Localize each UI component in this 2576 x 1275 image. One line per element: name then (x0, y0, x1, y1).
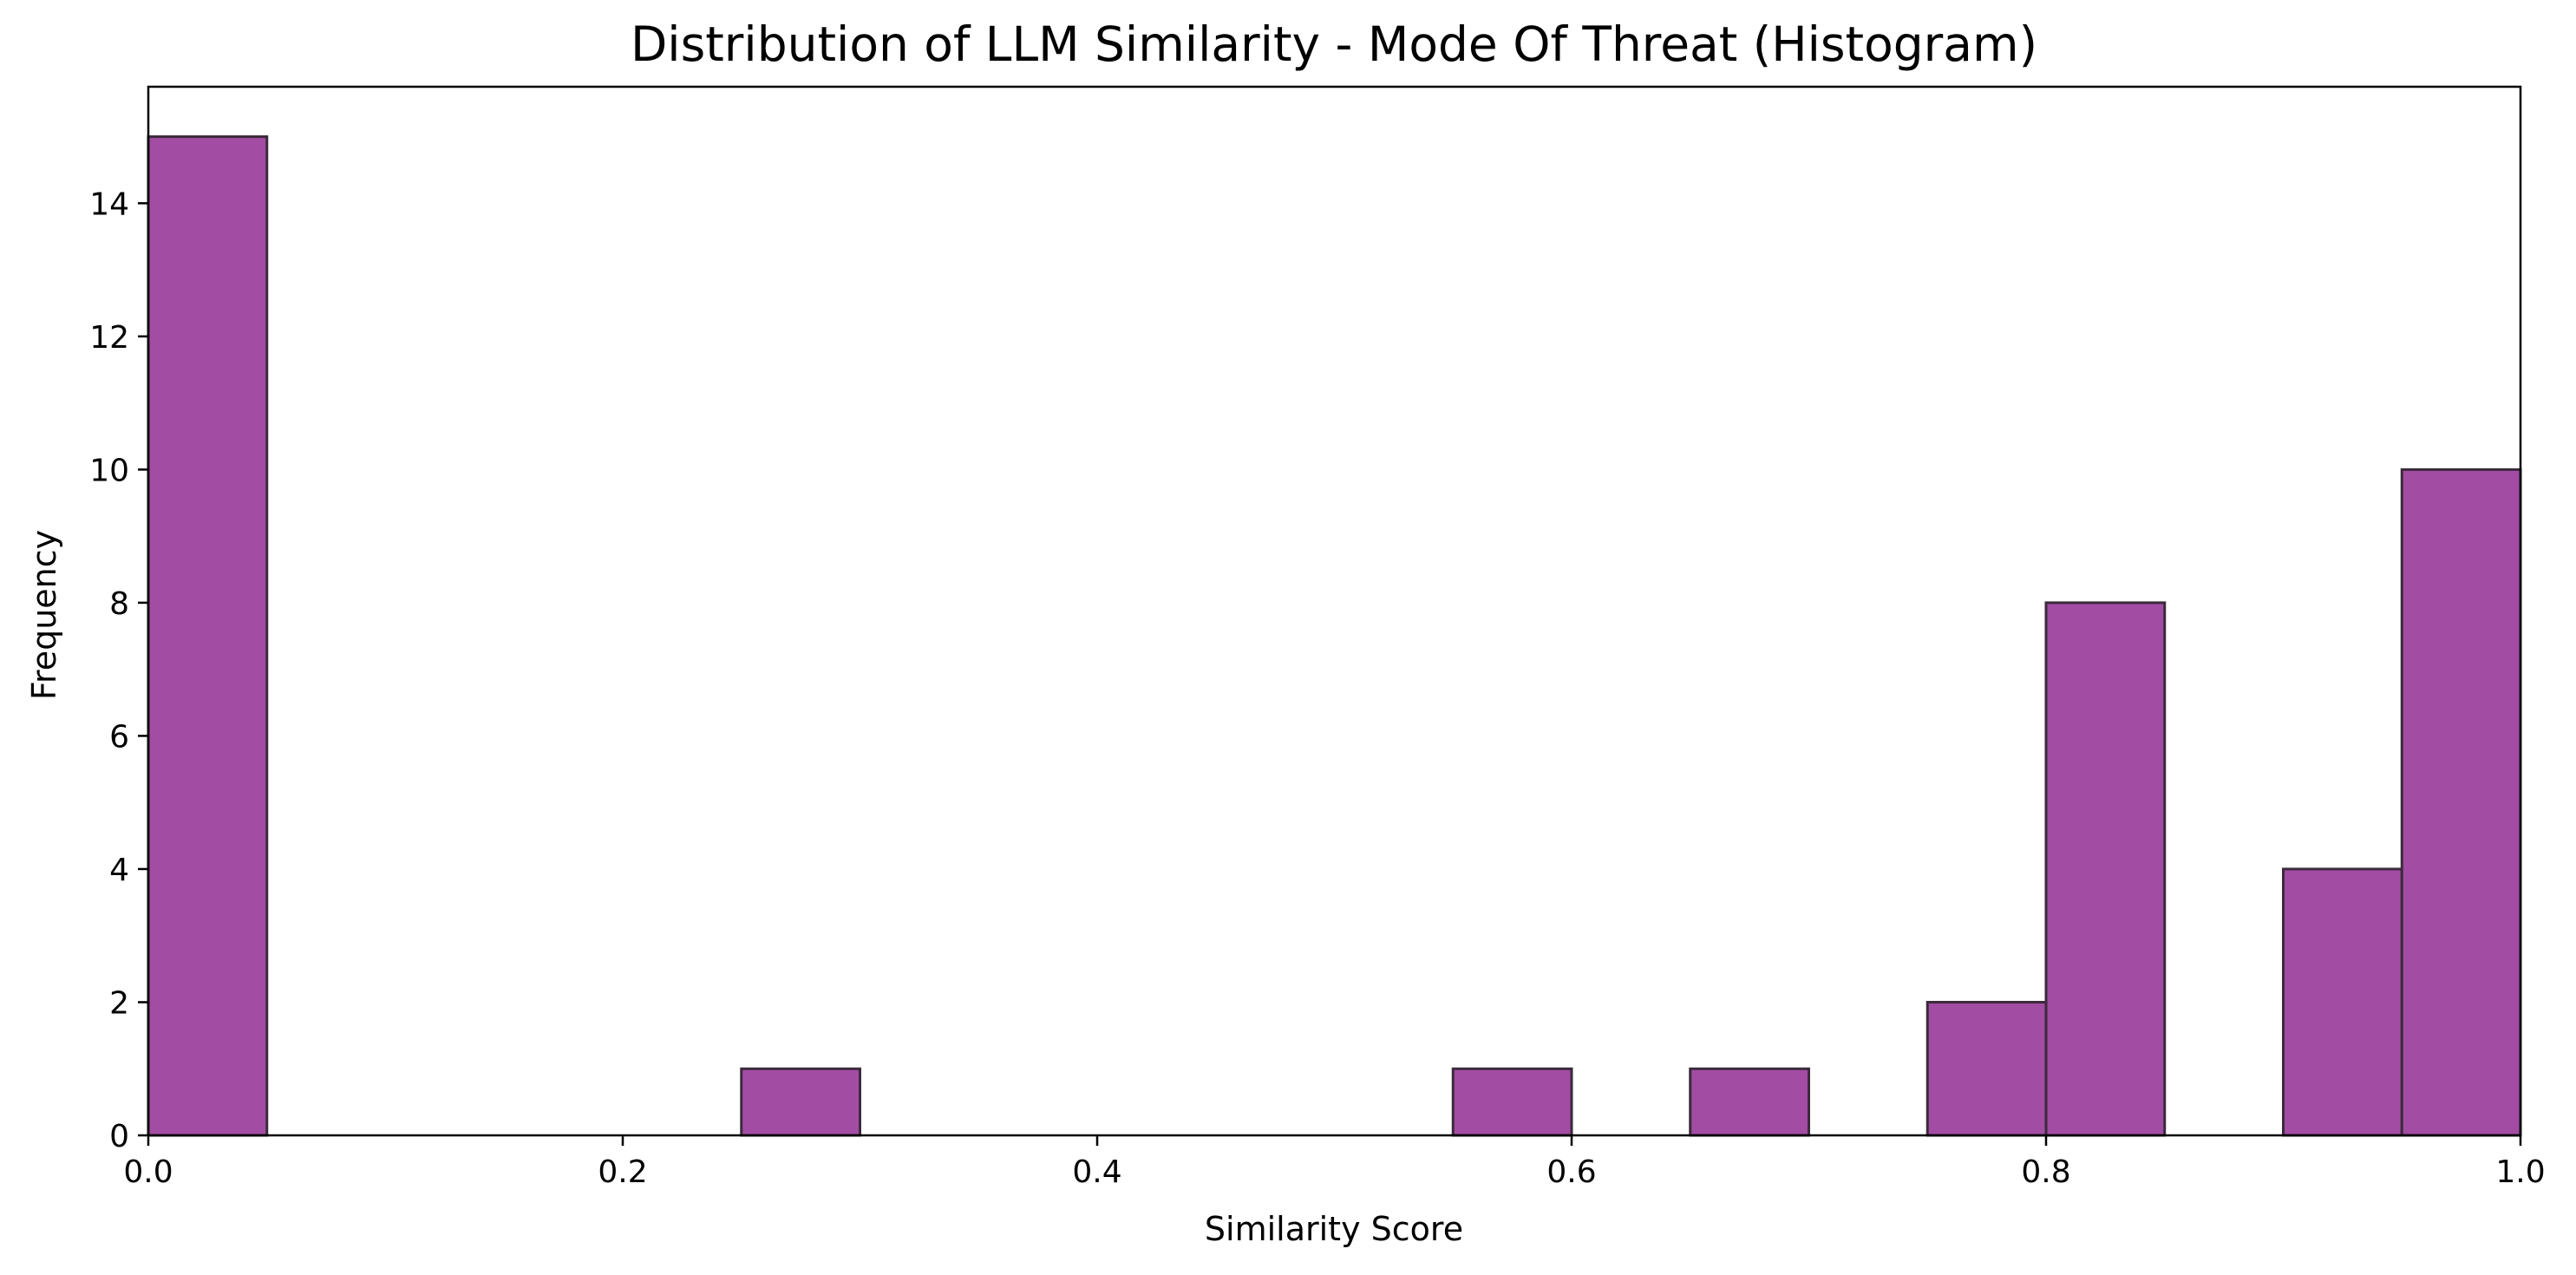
histogram-bar-7 (2400, 468, 2522, 1137)
plot-frame (147, 85, 2522, 1137)
histogram-bar-6 (2282, 867, 2403, 1137)
y-tick-label: 12 (89, 320, 129, 356)
y-tick-label: 8 (109, 586, 129, 622)
y-tick-label: 14 (89, 186, 129, 222)
x-tick-label: 0.8 (2021, 1154, 2070, 1190)
bars-group (147, 135, 2522, 1137)
y-axis-label: Frequency (25, 530, 63, 700)
histogram-bar-4 (1925, 1000, 2048, 1137)
x-axis-ticks: 0.0 0.2 0.4 0.6 0.8 1.0 (123, 1135, 2546, 1190)
y-tick-label: 2 (109, 985, 129, 1021)
histogram-bar-3 (1689, 1067, 1810, 1137)
x-tick-label: 0.6 (1546, 1154, 1596, 1190)
x-tick-label: 0.4 (1072, 1154, 1121, 1190)
histogram-bar-5 (2044, 601, 2167, 1137)
x-tick-label: 1.0 (2495, 1154, 2545, 1190)
x-axis-label: Similarity Score (1205, 1210, 1463, 1248)
histogram-bar-2 (1451, 1067, 1573, 1137)
chart-title: Distribution of LLM Similarity - Mode Of… (631, 16, 2037, 72)
histogram-bar-0 (147, 135, 269, 1137)
x-tick-label: 0.0 (123, 1154, 173, 1190)
y-tick-label: 10 (89, 453, 129, 488)
histogram-bar-1 (740, 1067, 861, 1137)
y-tick-label: 6 (109, 719, 129, 755)
x-tick-label: 0.2 (598, 1154, 647, 1190)
y-tick-label: 0 (109, 1119, 129, 1154)
y-tick-label: 4 (109, 853, 129, 888)
y-axis-ticks: 0 2 4 6 8 10 12 14 (89, 186, 148, 1154)
